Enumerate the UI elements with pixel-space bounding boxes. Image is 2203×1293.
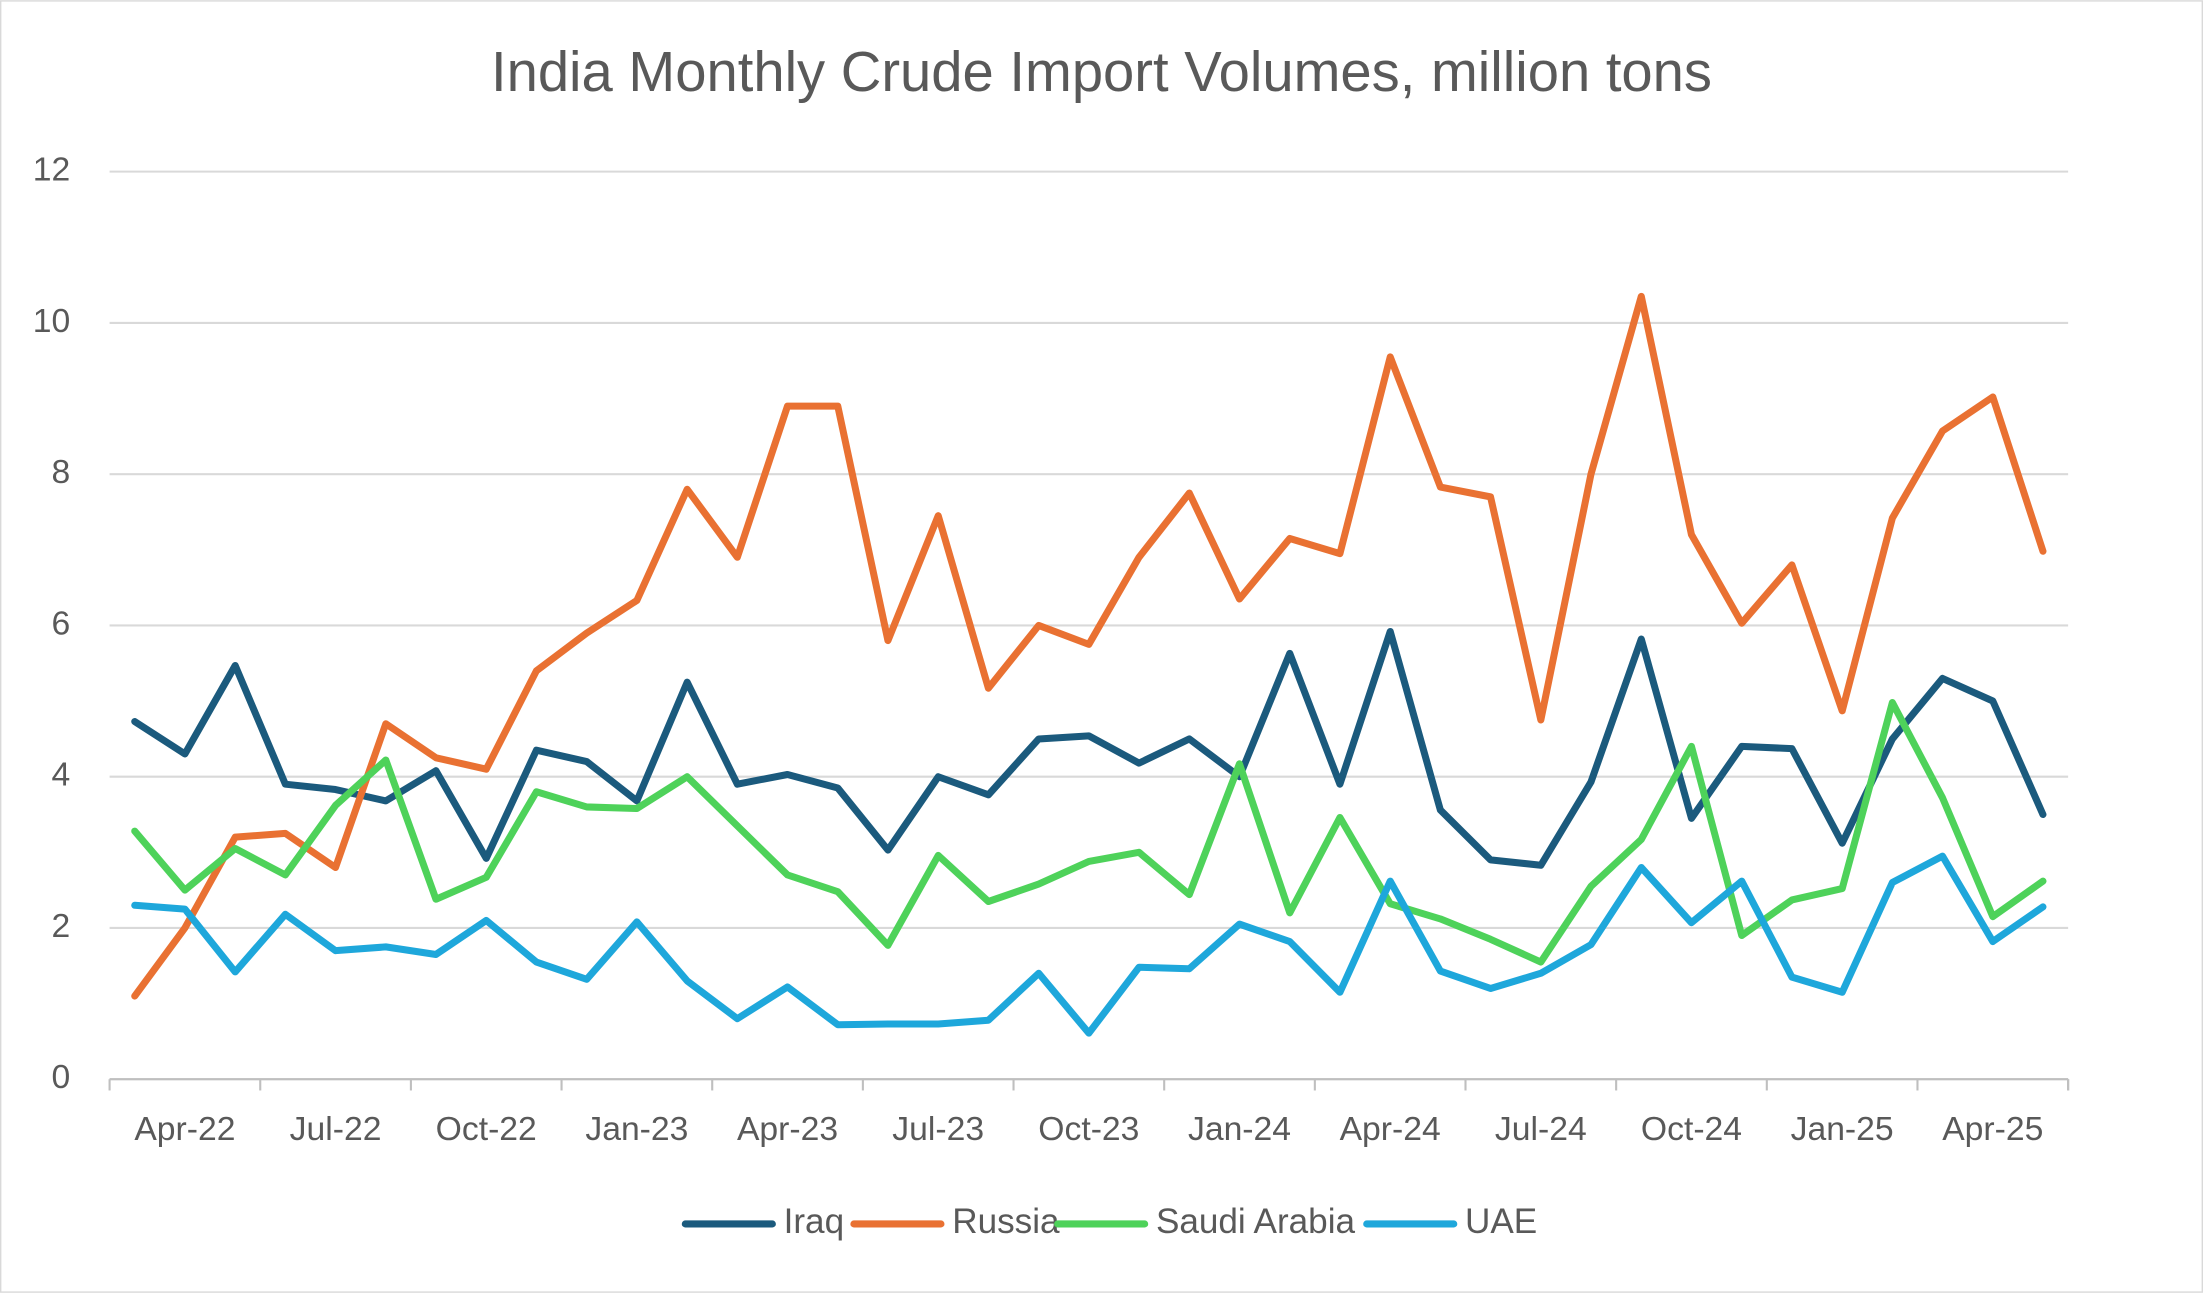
y-tick-label: 4 (51, 756, 70, 794)
x-tick-label: Oct-24 (1641, 1110, 1742, 1148)
x-tick-label: Apr-25 (1942, 1110, 2043, 1148)
legend-label: UAE (1465, 1202, 1537, 1241)
y-tick-label: 8 (51, 453, 70, 491)
x-tick-label: Jul-22 (290, 1110, 382, 1148)
x-tick-label: Oct-23 (1038, 1110, 1139, 1148)
legend: Iraq Russia Saudi Arabia UAE (681, 1202, 1537, 1241)
series-line (131, 699, 2047, 966)
chart-title: India Monthly Crude Import Volumes, mill… (491, 40, 1712, 103)
x-tick-label: Apr-24 (1340, 1110, 1441, 1148)
legend-label: Saudi Arabia (1156, 1202, 1356, 1241)
y-tick-label: 6 (51, 604, 70, 642)
legend-label: Russia (952, 1202, 1060, 1241)
y-tick-label: 10 (33, 302, 71, 340)
x-tick-label: Jul-24 (1495, 1110, 1587, 1148)
x-tick-label: Jul-23 (892, 1110, 984, 1148)
series-line (131, 292, 2047, 1000)
x-tick-label: Jan-25 (1791, 1110, 1894, 1148)
series-line (131, 852, 2047, 1037)
x-tick-label: Apr-23 (737, 1110, 838, 1148)
x-tick-label: Jan-23 (585, 1110, 688, 1148)
series-line (131, 627, 2047, 869)
x-tick-label: Jan-24 (1188, 1110, 1291, 1148)
x-tick-label: Apr-22 (134, 1110, 235, 1148)
y-tick-label: 2 (51, 907, 70, 945)
x-tick-label: Oct-22 (436, 1110, 537, 1148)
y-tick-label: 0 (51, 1058, 70, 1096)
y-tick-label: 12 (33, 151, 71, 189)
legend-label: Iraq (784, 1202, 845, 1241)
